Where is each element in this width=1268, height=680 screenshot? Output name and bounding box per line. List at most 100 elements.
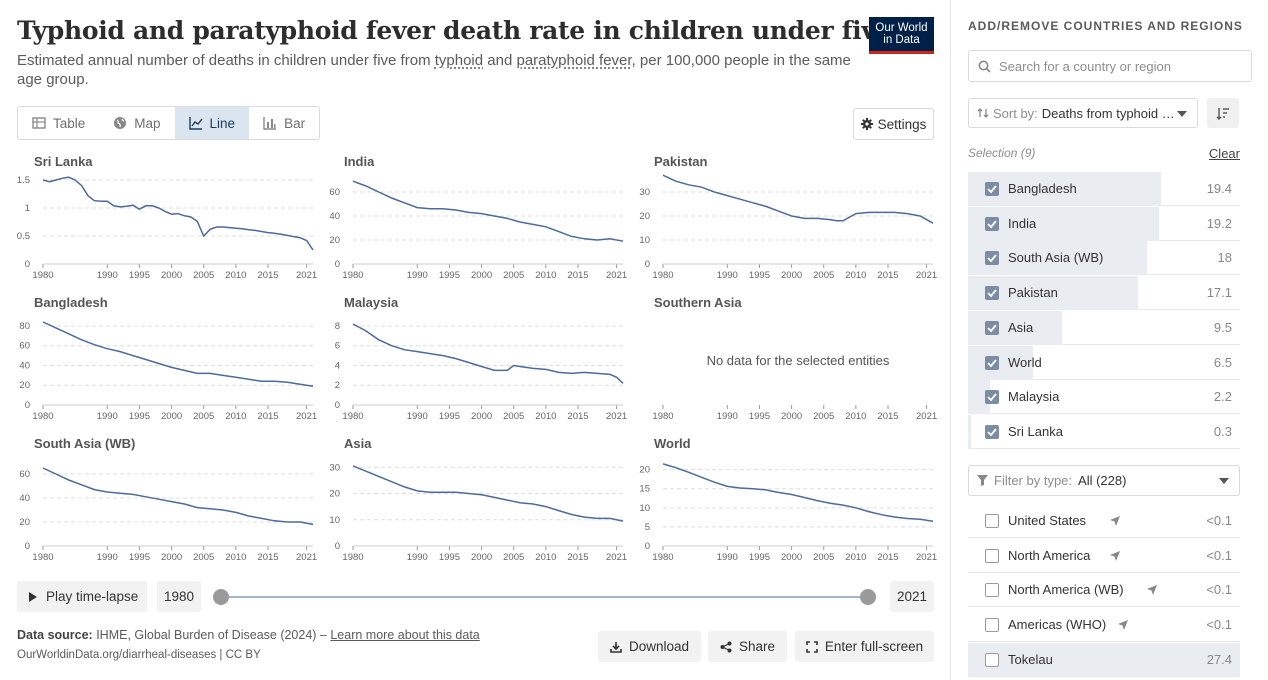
- search-input[interactable]: Search for a country or region: [968, 50, 1252, 82]
- paratyphoid-link[interactable]: paratyphoid fever: [516, 52, 632, 69]
- entity-row[interactable]: Asia 9.5: [968, 310, 1240, 345]
- tab-table[interactable]: Table: [18, 107, 99, 139]
- entity-checkbox[interactable]: [985, 320, 999, 335]
- entity-value: 2.2: [1213, 389, 1232, 405]
- x-tick-label: 1980: [652, 552, 673, 562]
- entity-row[interactable]: World 6.5: [968, 345, 1240, 380]
- value-bar: [968, 642, 1240, 677]
- y-tick-label: 20: [329, 235, 340, 246]
- check-icon: [987, 324, 997, 333]
- x-tick-label: 1995: [749, 270, 770, 280]
- entity-checkbox[interactable]: [985, 182, 999, 196]
- series-line[interactable]: [662, 174, 934, 224]
- timeline-track[interactable]: [221, 596, 867, 598]
- settings-button[interactable]: Settings: [853, 108, 934, 140]
- entity-checkbox[interactable]: [985, 286, 999, 301]
- entity-checkbox[interactable]: [985, 424, 999, 439]
- filter-type-dropdown[interactable]: Filter by type: All (228): [968, 465, 1240, 496]
- y-tick-label: 40: [329, 211, 340, 222]
- entity-checkbox[interactable]: [985, 583, 999, 598]
- value-bar: [968, 414, 971, 449]
- chevron-down-icon: [1177, 111, 1187, 117]
- chart-panel: India 1980 1990 1995 2000 2005 2010 2015 2021 0 20…: [327, 152, 627, 281]
- subtitle-text: and: [483, 52, 517, 69]
- y-tick-label: 0: [645, 259, 650, 270]
- entity-row[interactable]: Americas (WHO) <0.1: [968, 608, 1240, 643]
- entity-value: 19.4: [1206, 181, 1232, 196]
- entity-row[interactable]: United States <0.1: [968, 504, 1240, 538]
- series-line[interactable]: [42, 467, 314, 526]
- series-line[interactable]: [662, 463, 934, 522]
- entity-checkbox[interactable]: [985, 216, 999, 231]
- start-year-handle[interactable]: [213, 589, 229, 605]
- series-line[interactable]: [42, 321, 314, 387]
- entity-row[interactable]: North America (WB) <0.1: [968, 573, 1240, 608]
- start-year[interactable]: 1980: [157, 581, 201, 612]
- tab-map[interactable]: Map: [99, 107, 174, 139]
- entity-checkbox[interactable]: [985, 251, 999, 266]
- x-tick-label: 1980: [652, 411, 673, 421]
- tab-bar[interactable]: Bar: [249, 107, 319, 139]
- entity-name: Tokelau: [1008, 651, 1053, 667]
- series-line[interactable]: [352, 180, 624, 242]
- entity-value: <0.1: [1206, 582, 1232, 598]
- entity-row[interactable]: North America <0.1: [968, 539, 1240, 573]
- sort-dropdown[interactable]: Sort by: Deaths from typhoid …: [968, 98, 1198, 128]
- entity-row[interactable]: Bangladesh 19.4: [968, 172, 1240, 206]
- typhoid-link[interactable]: typhoid: [434, 52, 484, 69]
- chart-panel: South Asia (WB) 1980 1990 1995 2000 2005 2010 2…: [17, 434, 317, 563]
- end-year-handle[interactable]: [860, 589, 876, 605]
- end-year[interactable]: 2021: [890, 581, 934, 612]
- y-tick-label: 20: [19, 380, 30, 391]
- entity-row[interactable]: Malaysia 2.2: [968, 380, 1240, 415]
- value-bar: [968, 206, 1159, 241]
- entity-checkbox[interactable]: [985, 618, 999, 633]
- chart-panel: Southern Asia 1980 1990 1995 2000 2005 2010 201…: [637, 293, 937, 422]
- tab-line[interactable]: Line: [174, 107, 250, 139]
- x-tick-label: 2021: [296, 270, 317, 280]
- entity-row[interactable]: Pakistan 17.1: [968, 276, 1240, 311]
- download-button[interactable]: Download: [598, 631, 701, 662]
- check-icon: [987, 393, 997, 402]
- entity-row[interactable]: South Asia (WB) 18: [968, 241, 1240, 276]
- x-tick-label: 1980: [342, 552, 363, 562]
- share-button[interactable]: Share: [708, 631, 787, 662]
- sort-order-button[interactable]: [1207, 98, 1239, 128]
- x-tick-label: 1995: [749, 552, 770, 562]
- y-tick-label: 5: [645, 522, 650, 533]
- clear-selection-button[interactable]: Clear: [1208, 146, 1240, 161]
- series-line[interactable]: [42, 176, 314, 251]
- y-tick-label: 20: [639, 211, 650, 222]
- entity-checkbox[interactable]: [985, 514, 999, 528]
- owid-logo[interactable]: Our World in Data: [869, 17, 934, 54]
- fullscreen-button[interactable]: Enter full-screen: [795, 631, 934, 662]
- settings-label: Settings: [877, 116, 927, 132]
- timeline: Play time-lapse 1980 2021: [17, 581, 934, 612]
- entity-checkbox[interactable]: [985, 355, 999, 370]
- chart-svg: 1980 1990 1995 2000 2005 2010 2015 2021 0 20 40 60: [329, 180, 627, 281]
- x-tick-label: 1980: [652, 270, 673, 280]
- entity-checkbox[interactable]: [985, 652, 999, 667]
- learn-more-link[interactable]: Learn more about this data: [330, 628, 480, 642]
- entity-row[interactable]: Tokelau 27.4: [968, 642, 1240, 677]
- entity-checkbox[interactable]: [985, 548, 999, 563]
- entity-row[interactable]: Sri Lanka 0.3: [968, 414, 1240, 449]
- entity-name: Pakistan: [1008, 285, 1058, 301]
- x-tick-label: 2000: [161, 411, 182, 421]
- x-tick-label: 2005: [193, 552, 214, 562]
- chart-title: Pakistan: [654, 154, 708, 169]
- y-tick-label: 80: [19, 321, 30, 332]
- filter-icon: [977, 475, 988, 486]
- entity-checkbox[interactable]: [985, 390, 999, 405]
- x-tick-label: 2000: [471, 552, 492, 562]
- location-arrow-icon: [1147, 585, 1158, 596]
- entity-row[interactable]: India 19.2: [968, 206, 1240, 241]
- y-tick-label: 1: [25, 203, 30, 214]
- x-tick-label: 1980: [32, 552, 53, 562]
- entity-name: World: [1008, 354, 1042, 370]
- play-timelapse-button[interactable]: Play time-lapse: [17, 581, 147, 612]
- series-line[interactable]: [352, 323, 624, 384]
- x-tick-label: 1990: [97, 270, 118, 280]
- x-tick-label: 1995: [749, 411, 770, 421]
- series-line[interactable]: [352, 465, 624, 522]
